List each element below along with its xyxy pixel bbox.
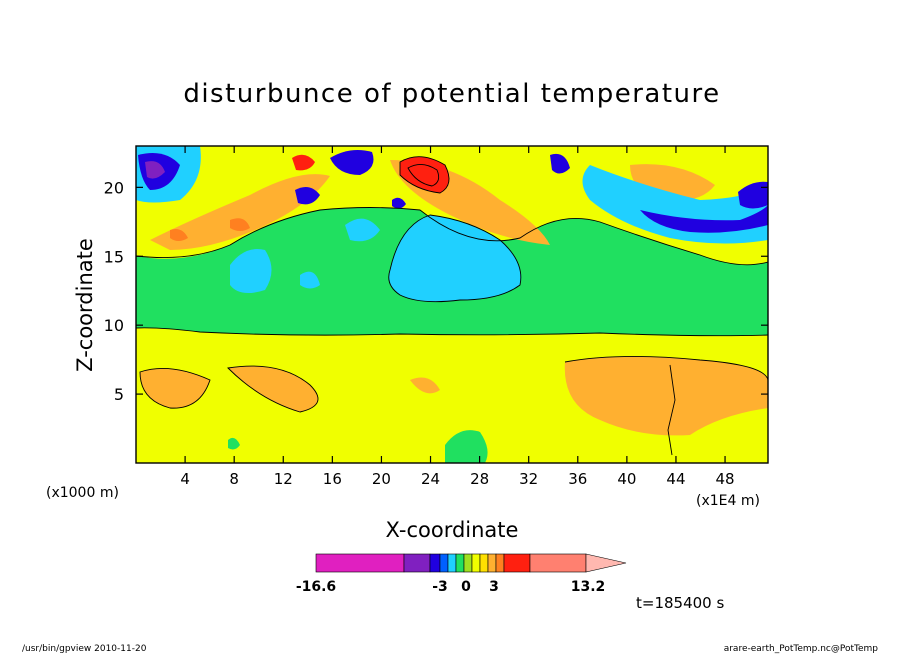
field-green-blob: [445, 430, 488, 463]
colorbar-tick-label: -16.6: [296, 579, 336, 595]
x-tick-label: 20: [372, 470, 391, 488]
colorbar-cell: [403, 553, 431, 573]
colorbar-tick-label: -3: [432, 579, 448, 595]
field-orange-patch: [410, 377, 440, 394]
x-tick-label: 28: [470, 470, 489, 488]
chart-title: disturbunce of potential temperature: [183, 79, 720, 109]
colorbar-cell: [503, 553, 531, 573]
field-purple-blob: [145, 161, 165, 179]
field-red-peak: [292, 154, 315, 171]
colorbar-cell: [471, 553, 481, 573]
field-blue-blob: [738, 181, 768, 209]
field-blue-streak: [640, 205, 768, 233]
x-tick-label: 8: [229, 470, 239, 488]
y-unit-label: (x1000 m): [46, 485, 119, 501]
x-tick-label: 36: [568, 470, 587, 488]
field-cyan-blob: [388, 215, 521, 302]
colorbar-tick-label: 0: [461, 579, 471, 595]
colorbar-cell: [529, 553, 587, 573]
colorbar-cell: [479, 553, 489, 573]
x-tick-label: 12: [274, 470, 293, 488]
field-orange-patch: [140, 368, 210, 409]
x-axis-label: X-coordinate: [386, 518, 519, 542]
colorbar-cell: [315, 553, 405, 573]
colorbar-cell: [463, 553, 473, 573]
field-blue-blob: [330, 150, 374, 175]
colorbar-cell: [455, 553, 465, 573]
field-blue-blob: [392, 197, 406, 209]
timestamp: t=185400 s: [636, 594, 724, 612]
plot-frame: [135, 145, 769, 464]
colorbar-cell: [487, 553, 497, 573]
colorbar-tick-label: 13.2: [571, 579, 606, 595]
colorbar: [315, 553, 627, 573]
y-tick-label: 10: [104, 316, 124, 335]
colorbar-arrow: [585, 553, 627, 573]
y-tick-label: 15: [104, 247, 124, 266]
colorbar-tick-label: 3: [489, 579, 499, 595]
footer-right: arare-earth_PotTemp.nc@PotTemp: [724, 644, 879, 654]
x-tick-label: 4: [180, 470, 190, 488]
colorbar-cell: [447, 553, 457, 573]
x-tick-label: 16: [323, 470, 342, 488]
x-tick-label: 32: [519, 470, 538, 488]
field-cyan-blob: [300, 271, 320, 289]
field-cyan-blob: [345, 218, 380, 242]
y-tick-label: 20: [104, 178, 124, 197]
field-orange-patch: [564, 356, 768, 436]
field-blue-blob: [550, 153, 570, 174]
x-tick-label: 44: [666, 470, 685, 488]
colorbar-cell: [429, 553, 441, 573]
field-orange-patch: [150, 174, 330, 250]
x-axis: 4 8 12 16 20 24 28 32 36 40 44 48: [180, 146, 735, 488]
field-green-blob: [690, 314, 700, 324]
x-tick-label: 24: [421, 470, 440, 488]
field-red-peak: [170, 229, 188, 241]
plot-area: [136, 146, 768, 463]
y-axis-label: Z-coordinate: [73, 238, 97, 372]
y-tick-label: 5: [114, 385, 124, 404]
field-orange-patch: [228, 366, 318, 412]
colorbar-cell: [495, 553, 505, 573]
footer-left: /usr/bin/gpview 2010-11-20: [22, 644, 147, 654]
field-blue-blob: [295, 186, 320, 205]
colorbar-cell: [439, 553, 449, 573]
field-green-blob: [228, 437, 240, 450]
field-cyan-blob: [230, 249, 272, 294]
colorbar-labels: -16.6 -3 0 3 13.2: [296, 579, 605, 595]
field-red-peak: [230, 218, 250, 231]
x-tick-label: 48: [716, 470, 735, 488]
x-unit-label: (x1E4 m): [696, 493, 760, 509]
y-axis: 5 10 15 20: [104, 178, 768, 404]
x-tick-label: 40: [617, 470, 636, 488]
